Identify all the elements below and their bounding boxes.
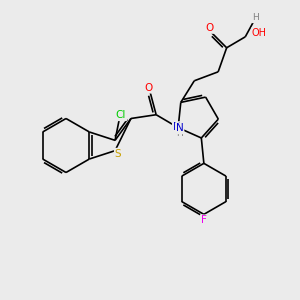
Text: O: O xyxy=(145,83,153,93)
Text: Cl: Cl xyxy=(116,110,126,120)
Text: N: N xyxy=(173,122,181,132)
Text: S: S xyxy=(115,149,122,159)
Text: O: O xyxy=(206,23,214,33)
Text: OH: OH xyxy=(252,28,267,38)
Text: H: H xyxy=(176,128,183,137)
Text: H: H xyxy=(252,14,259,22)
Text: N: N xyxy=(176,123,184,133)
Text: F: F xyxy=(201,215,207,225)
